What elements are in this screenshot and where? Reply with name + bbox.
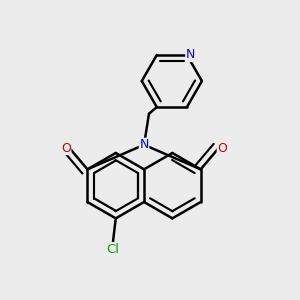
Text: O: O [217,142,227,154]
Text: N: N [186,49,195,62]
Text: O: O [61,142,71,154]
Text: Cl: Cl [106,243,119,256]
Text: N: N [140,138,149,151]
